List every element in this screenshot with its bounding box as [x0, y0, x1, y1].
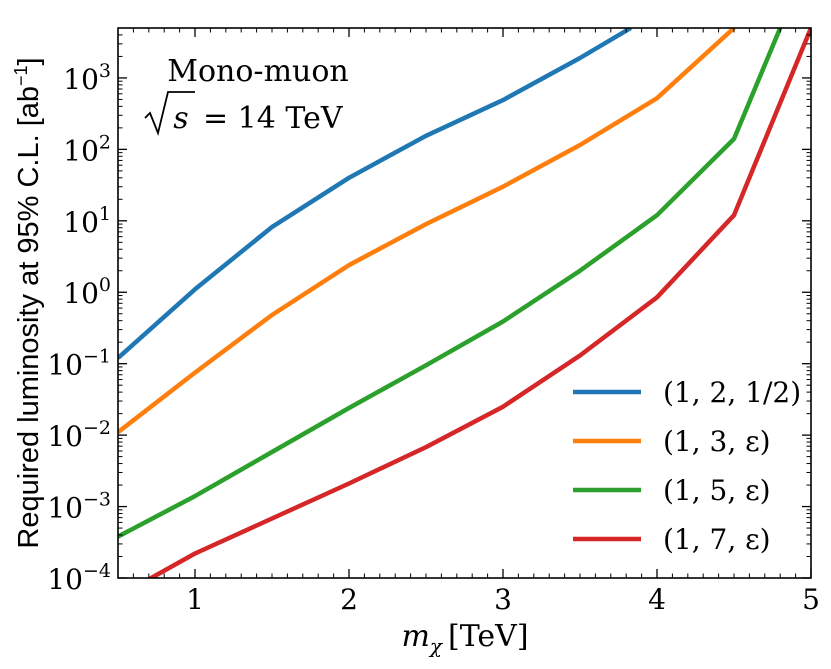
- y-axis-label: Required luminosity at 95% C.L. [ab−1]: [11, 57, 45, 548]
- y-tick-label: 103: [63, 60, 111, 96]
- x-tick-label: 3: [494, 583, 512, 616]
- x-tick-labels: 1 2 3 4 5: [186, 583, 820, 616]
- x-tick-label: 2: [340, 583, 358, 616]
- series-group: [118, 28, 811, 578]
- legend-label-3: (1, 5, ε): [663, 474, 771, 507]
- legend-label-1: (1, 2, 1/2): [663, 376, 801, 409]
- y-tick-label: 10−1: [47, 346, 111, 382]
- x-axis-label: mχ [TeV]: [401, 619, 528, 658]
- y-tick-labels: 10−4 10−3 10−2 10−1 100 101 102 103: [47, 60, 111, 596]
- annotation-sqrt-s: s: [173, 101, 188, 136]
- x-tick-label: 4: [648, 583, 666, 616]
- y-tick-label: 101: [63, 203, 111, 239]
- series-line-1: [118, 28, 632, 360]
- series-line-3: [118, 28, 783, 539]
- series-line-4: [146, 28, 811, 578]
- annotation-line2: = 14 TeV: [203, 101, 344, 136]
- y-tick-label: 10−2: [47, 417, 111, 453]
- legend-label-2: (1, 3, ε): [663, 425, 771, 458]
- x-tick-label: 1: [186, 583, 204, 616]
- annotation: Mono-muon s = 14 TeV: [144, 54, 349, 136]
- y-tick-label: 102: [63, 131, 111, 167]
- legend-label-4: (1, 7, ε): [663, 523, 771, 556]
- sqrt-radical-icon: [144, 91, 195, 136]
- y-tick-label: 10−4: [47, 560, 111, 596]
- annotation-line1: Mono-muon: [167, 54, 348, 89]
- y-tick-label: 10−3: [47, 489, 111, 525]
- series-line-2: [118, 28, 736, 434]
- legend: (1, 2, 1/2) (1, 3, ε) (1, 5, ε) (1, 7, ε): [573, 376, 801, 556]
- x-tick-label: 5: [802, 583, 820, 616]
- y-tick-label: 100: [63, 274, 111, 310]
- plot-frame: [117, 27, 812, 579]
